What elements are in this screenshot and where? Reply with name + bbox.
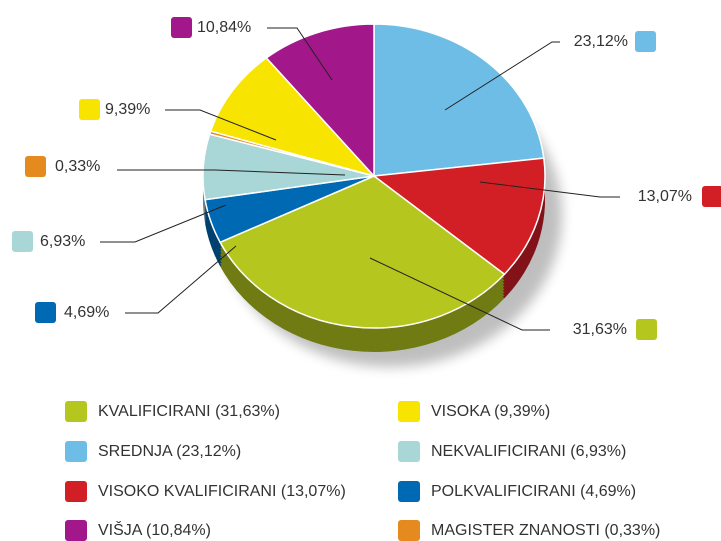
data-label: 10,84% bbox=[197, 19, 251, 36]
legend-label: VIŠJA (10,84%) bbox=[98, 520, 211, 539]
legend-swatch bbox=[65, 520, 87, 541]
data-label: 4,69% bbox=[64, 304, 109, 321]
leader-line bbox=[165, 109, 277, 141]
label-swatch bbox=[35, 302, 56, 323]
legend-swatch bbox=[65, 441, 87, 462]
label-swatch bbox=[12, 231, 33, 252]
leader-line bbox=[479, 181, 620, 198]
label-swatch bbox=[635, 31, 656, 52]
data-label: 31,63% bbox=[573, 321, 627, 338]
data-label: 9,39% bbox=[105, 101, 150, 118]
label-swatch bbox=[25, 156, 46, 177]
legend-label: NEKVALIFICIRANI (6,93%) bbox=[431, 443, 626, 460]
legend-swatch bbox=[65, 401, 87, 422]
label-swatch bbox=[171, 17, 192, 38]
legend-label: SREDNJA (23,12%) bbox=[98, 443, 241, 460]
data-label: 23,12% bbox=[574, 33, 628, 50]
legend-swatch bbox=[398, 481, 420, 502]
data-label: 0,33% bbox=[55, 158, 100, 175]
legend-label: VISOKA (9,39%) bbox=[431, 403, 550, 420]
legend-swatch bbox=[65, 481, 87, 502]
slice bbox=[373, 23, 545, 177]
legend-label: VISOKO KVALIFICIRANI (13,07%) bbox=[98, 483, 346, 500]
legend-swatch bbox=[398, 401, 420, 422]
leader-line bbox=[117, 169, 346, 176]
slice bbox=[209, 56, 377, 178]
legend-swatch bbox=[398, 520, 420, 541]
leader-line bbox=[267, 27, 333, 81]
leader-line bbox=[369, 257, 550, 331]
label-swatch bbox=[79, 99, 100, 120]
legend-label: MAGISTER ZNANOSTI (0,33%) bbox=[431, 522, 660, 539]
leader-line bbox=[125, 245, 237, 314]
data-label: 6,93% bbox=[40, 233, 85, 250]
label-swatch bbox=[636, 319, 657, 340]
slice bbox=[372, 157, 546, 276]
label-swatch bbox=[702, 186, 721, 207]
leader-line bbox=[444, 41, 560, 111]
slice bbox=[219, 175, 506, 329]
legend-label: POLKVALIFICIRANI (4,69%) bbox=[431, 483, 636, 500]
slice bbox=[265, 23, 375, 178]
data-label: 13,07% bbox=[638, 188, 692, 205]
legend-swatch bbox=[398, 441, 420, 462]
leader-line bbox=[100, 204, 227, 243]
legend-label: KVALIFICIRANI (31,63%) bbox=[98, 403, 280, 420]
